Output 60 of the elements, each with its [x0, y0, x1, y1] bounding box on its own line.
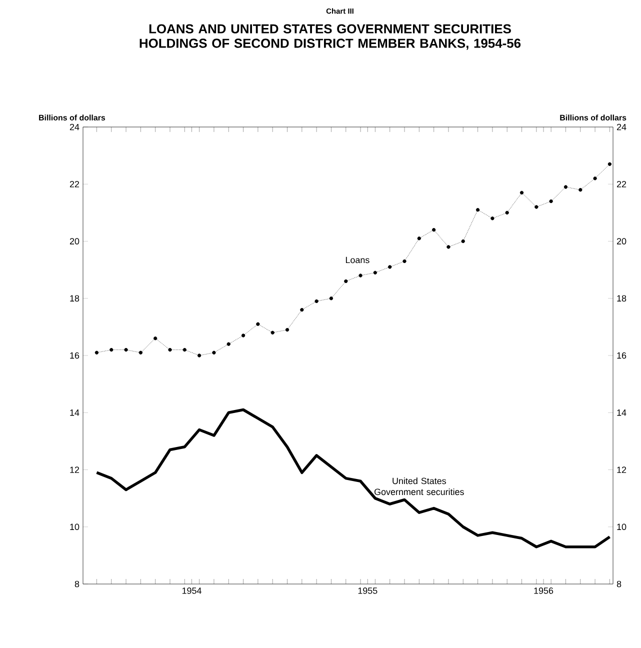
point	[182, 348, 186, 352]
point	[432, 228, 436, 232]
y2-tick-label: 10	[617, 524, 626, 530]
y2-tick-label: 8	[616, 580, 622, 588]
point	[358, 274, 362, 278]
y-tick-label: 16	[70, 352, 80, 359]
point	[608, 162, 612, 166]
point	[446, 245, 450, 249]
point	[520, 190, 524, 195]
y-tick-label: 20	[70, 238, 80, 244]
y-tick-label: 24	[70, 124, 80, 130]
point	[593, 176, 597, 180]
y2-tick-label: 14	[617, 410, 626, 416]
x-tick-label: 1955	[358, 588, 378, 594]
point	[461, 239, 465, 244]
point	[417, 236, 422, 240]
point	[270, 330, 274, 334]
point	[300, 308, 304, 312]
y2-tick-label: 18	[617, 295, 626, 302]
series-label: Loans	[346, 256, 370, 264]
y-tick-label: 10	[70, 524, 80, 530]
point	[490, 216, 494, 220]
x-tick-label: 1956	[534, 588, 554, 594]
y-tick-label: 22	[70, 180, 80, 188]
point	[212, 350, 216, 354]
y2-tick-label: 20	[616, 238, 626, 244]
point	[256, 322, 260, 326]
point	[153, 336, 158, 340]
point	[197, 354, 202, 358]
point	[564, 185, 568, 189]
point	[168, 348, 172, 352]
point	[241, 334, 246, 338]
point	[388, 265, 392, 269]
y2-tick-label: 24	[616, 124, 626, 130]
point	[138, 350, 143, 354]
y-tick-label: 14	[70, 410, 80, 416]
y-tick-label: 12	[70, 466, 80, 473]
point	[226, 342, 230, 346]
y2-tick-label: 12	[617, 466, 626, 473]
point	[110, 348, 114, 352]
point	[124, 348, 128, 352]
point	[402, 259, 406, 264]
point	[505, 210, 509, 215]
chart-subtitle: LOANS AND UNITED STATES GOVERNMENT SECURITIES HOLDINGS OF SECOND DISTRICT MEMBER BANKS, 1954-56	[140, 24, 521, 50]
y2-tick-label: 22	[616, 180, 626, 188]
point	[344, 279, 348, 284]
point	[329, 296, 334, 300]
point	[94, 350, 99, 354]
y-tick-label: 8	[74, 580, 80, 588]
series-label: United States Government securities	[374, 478, 464, 496]
point	[476, 208, 480, 212]
point	[373, 270, 378, 275]
point	[314, 299, 318, 304]
y-tick-label: 18	[70, 295, 80, 302]
point	[578, 188, 582, 192]
point	[285, 328, 290, 332]
point	[534, 205, 538, 209]
point	[549, 199, 553, 204]
y2-tick-label: 16	[617, 352, 626, 359]
x-tick-label: 1954	[182, 588, 202, 594]
